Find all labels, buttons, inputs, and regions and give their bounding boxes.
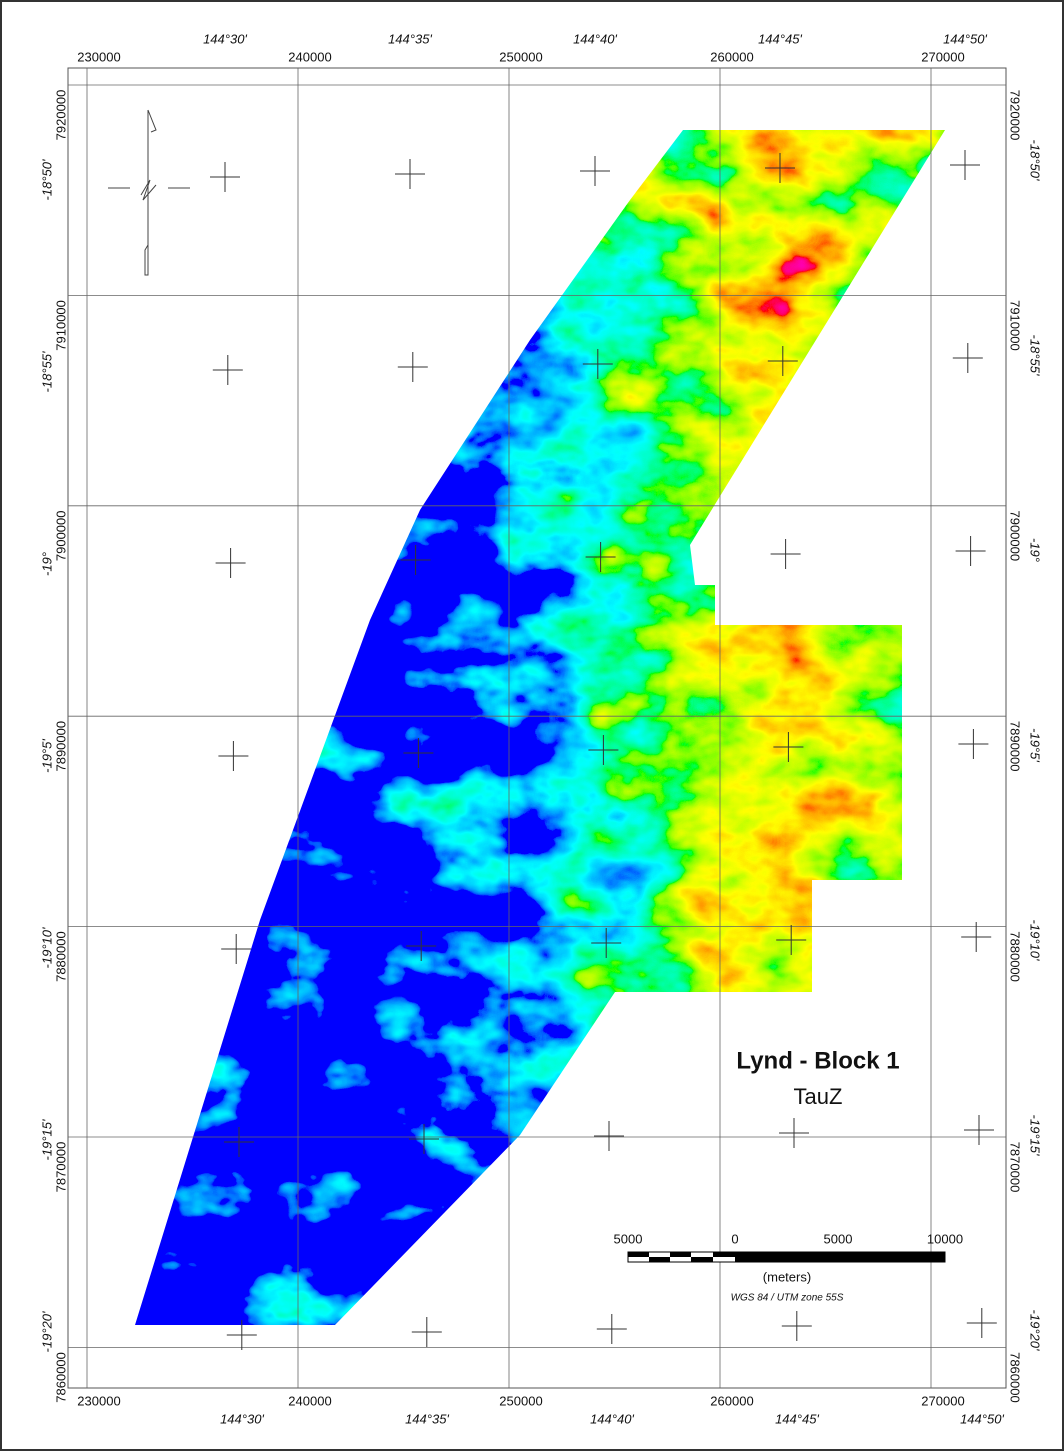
- scale-label: 0: [731, 1231, 738, 1246]
- scale-label: 5000: [824, 1231, 853, 1246]
- northing-label: 7890000: [53, 721, 68, 772]
- northing-label: 7880000: [1008, 931, 1023, 982]
- northing-label: 7890000: [1008, 721, 1023, 772]
- scale-bar: [628, 1252, 945, 1262]
- easting-label: 240000: [288, 1393, 331, 1408]
- longitude-label: 144°40': [590, 1411, 634, 1426]
- map-title: Lynd - Block 1: [736, 1047, 899, 1074]
- latitude-label: -18°50': [1028, 140, 1043, 181]
- longitude-label: 144°45': [758, 31, 802, 46]
- easting-label: 250000: [499, 49, 542, 64]
- latitude-label: -19°5': [1028, 728, 1043, 762]
- scale-label: 5000: [614, 1231, 643, 1246]
- projection-label: WGS 84 / UTM zone 55S: [731, 1293, 844, 1304]
- longitude-label: 144°30': [203, 31, 247, 46]
- scale-unit: (meters): [763, 1269, 811, 1284]
- scale-label: 10000: [927, 1231, 963, 1246]
- longitude-label: 144°30': [220, 1411, 264, 1426]
- longitude-label: 144°40': [573, 31, 617, 46]
- easting-label: 260000: [710, 49, 753, 64]
- easting-label: 260000: [710, 1393, 753, 1408]
- latitude-label: -19°10': [39, 927, 54, 968]
- latitude-label: -19°: [39, 552, 54, 576]
- northing-label: 7860000: [53, 1352, 68, 1403]
- latitude-label: -19°15': [39, 1119, 54, 1160]
- latitude-label: -19°5': [39, 739, 54, 773]
- latitude-label: -18°55': [39, 351, 54, 392]
- easting-label: 230000: [77, 1393, 120, 1408]
- easting-label: 230000: [77, 49, 120, 64]
- longitude-label: 144°35': [405, 1411, 449, 1426]
- easting-label: 250000: [499, 1393, 542, 1408]
- latitude-label: -19°10': [1028, 920, 1043, 961]
- longitude-label: 144°50': [943, 31, 987, 46]
- map-subtitle: TauZ: [794, 1084, 843, 1109]
- map: Lynd - Block 1 TauZ 5000 0 5000 10000 (m…: [0, 0, 1064, 1451]
- easting-label: 240000: [288, 49, 331, 64]
- northing-label: 7910000: [1008, 300, 1023, 351]
- longitude-label: 144°50': [960, 1411, 1004, 1426]
- northing-label: 7870000: [1008, 1142, 1023, 1193]
- longitude-label: 144°45': [775, 1411, 819, 1426]
- latitude-label: -19°15': [1028, 1115, 1043, 1156]
- easting-label: 270000: [921, 1393, 964, 1408]
- latitude-label: -19°20': [1028, 1310, 1043, 1351]
- northing-label: 7880000: [53, 931, 68, 982]
- easting-label: 270000: [921, 49, 964, 64]
- latitude-label: -18°55': [1028, 335, 1043, 376]
- northing-label: 7920000: [1008, 90, 1023, 141]
- northing-label: 7910000: [53, 300, 68, 351]
- latitude-label: -19°: [1028, 538, 1043, 562]
- northing-label: 7860000: [1008, 1352, 1023, 1403]
- northing-label: 7900000: [1008, 510, 1023, 561]
- latitude-label: -19°20': [39, 1311, 54, 1352]
- longitude-label: 144°35': [388, 31, 432, 46]
- northing-label: 7900000: [53, 510, 68, 561]
- northing-label: 7870000: [53, 1142, 68, 1193]
- latitude-label: -18°50': [39, 159, 54, 200]
- northing-label: 7920000: [53, 90, 68, 141]
